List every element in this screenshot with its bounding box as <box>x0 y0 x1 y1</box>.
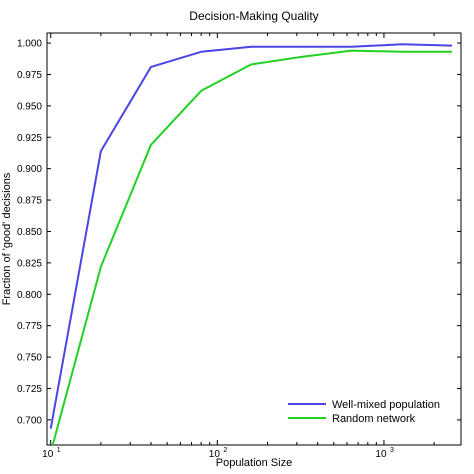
y-tick-label: 0.975 <box>17 70 42 81</box>
chart-title: Decision-Making Quality <box>189 9 318 23</box>
x-tick-exponent: 1 <box>57 447 61 454</box>
x-axis-label: Population Size <box>216 457 292 469</box>
plot-area-frame <box>46 32 462 446</box>
legend-label: Random network <box>332 413 416 425</box>
y-axis-label: Fraction of 'good' decisions <box>1 172 13 305</box>
legend-label: Well-mixed population <box>332 399 440 411</box>
x-tick-label: 10 <box>42 449 54 460</box>
x-tick-exponent: 3 <box>390 447 394 454</box>
series-layer <box>49 43 453 445</box>
y-tick-label: 0.750 <box>17 353 42 364</box>
y-tick-label: 0.775 <box>17 321 42 332</box>
x-tick-label: 10 <box>375 449 387 460</box>
series-line-1 <box>49 43 453 429</box>
x-tick-exponent: 2 <box>223 447 227 454</box>
y-tick-label: 0.925 <box>17 133 42 144</box>
y-tick-label: 0.800 <box>17 290 42 301</box>
y-tick-label: 0.950 <box>17 101 42 112</box>
y-tick-label: 0.700 <box>17 415 42 426</box>
y-tick-label: 0.900 <box>17 164 42 175</box>
y-tick-label: 0.825 <box>17 258 42 269</box>
series-line-2 <box>51 49 452 445</box>
x-tick-label: 10 <box>209 449 221 460</box>
legend: Well-mixed population Random network <box>288 399 440 425</box>
y-tick-label: 0.850 <box>17 227 42 238</box>
y-axis: 0.700 0.725 0.750 0.775 0.800 0.825 0.850 0.875… <box>17 39 461 426</box>
y-tick-label: 0.875 <box>17 196 42 207</box>
y-tick-label: 1.000 <box>17 39 42 50</box>
y-tick-label: 0.725 <box>17 384 42 395</box>
x-axis: 10 1 10 2 10 3 <box>42 33 435 460</box>
